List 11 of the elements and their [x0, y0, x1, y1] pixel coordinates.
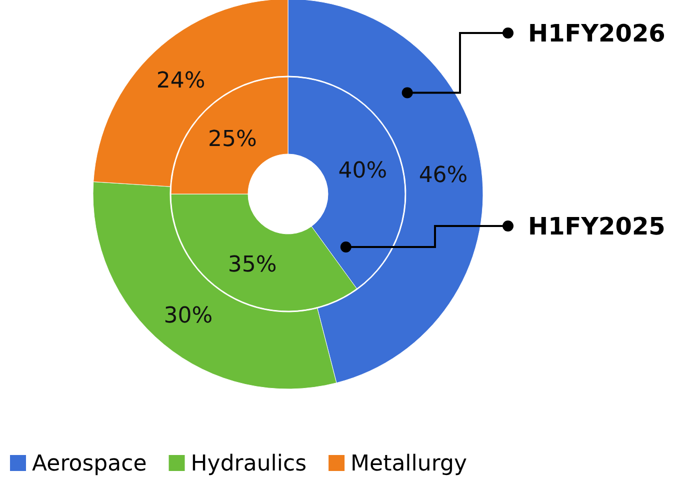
- legend-label: Aerospace: [32, 452, 147, 477]
- legend-label: Hydraulics: [190, 452, 307, 477]
- data-label: 46%: [418, 163, 468, 188]
- data-label: 40%: [338, 158, 388, 184]
- data-label: 24%: [156, 68, 206, 94]
- slice-label: H1FY2026: [528, 19, 666, 48]
- legend-label: Metallurgy: [350, 452, 467, 477]
- slice-label: H1FY2025: [528, 212, 666, 240]
- data-label: 30%: [164, 303, 213, 328]
- data-label: 35%: [228, 252, 277, 278]
- data-label: 25%: [208, 127, 257, 152]
